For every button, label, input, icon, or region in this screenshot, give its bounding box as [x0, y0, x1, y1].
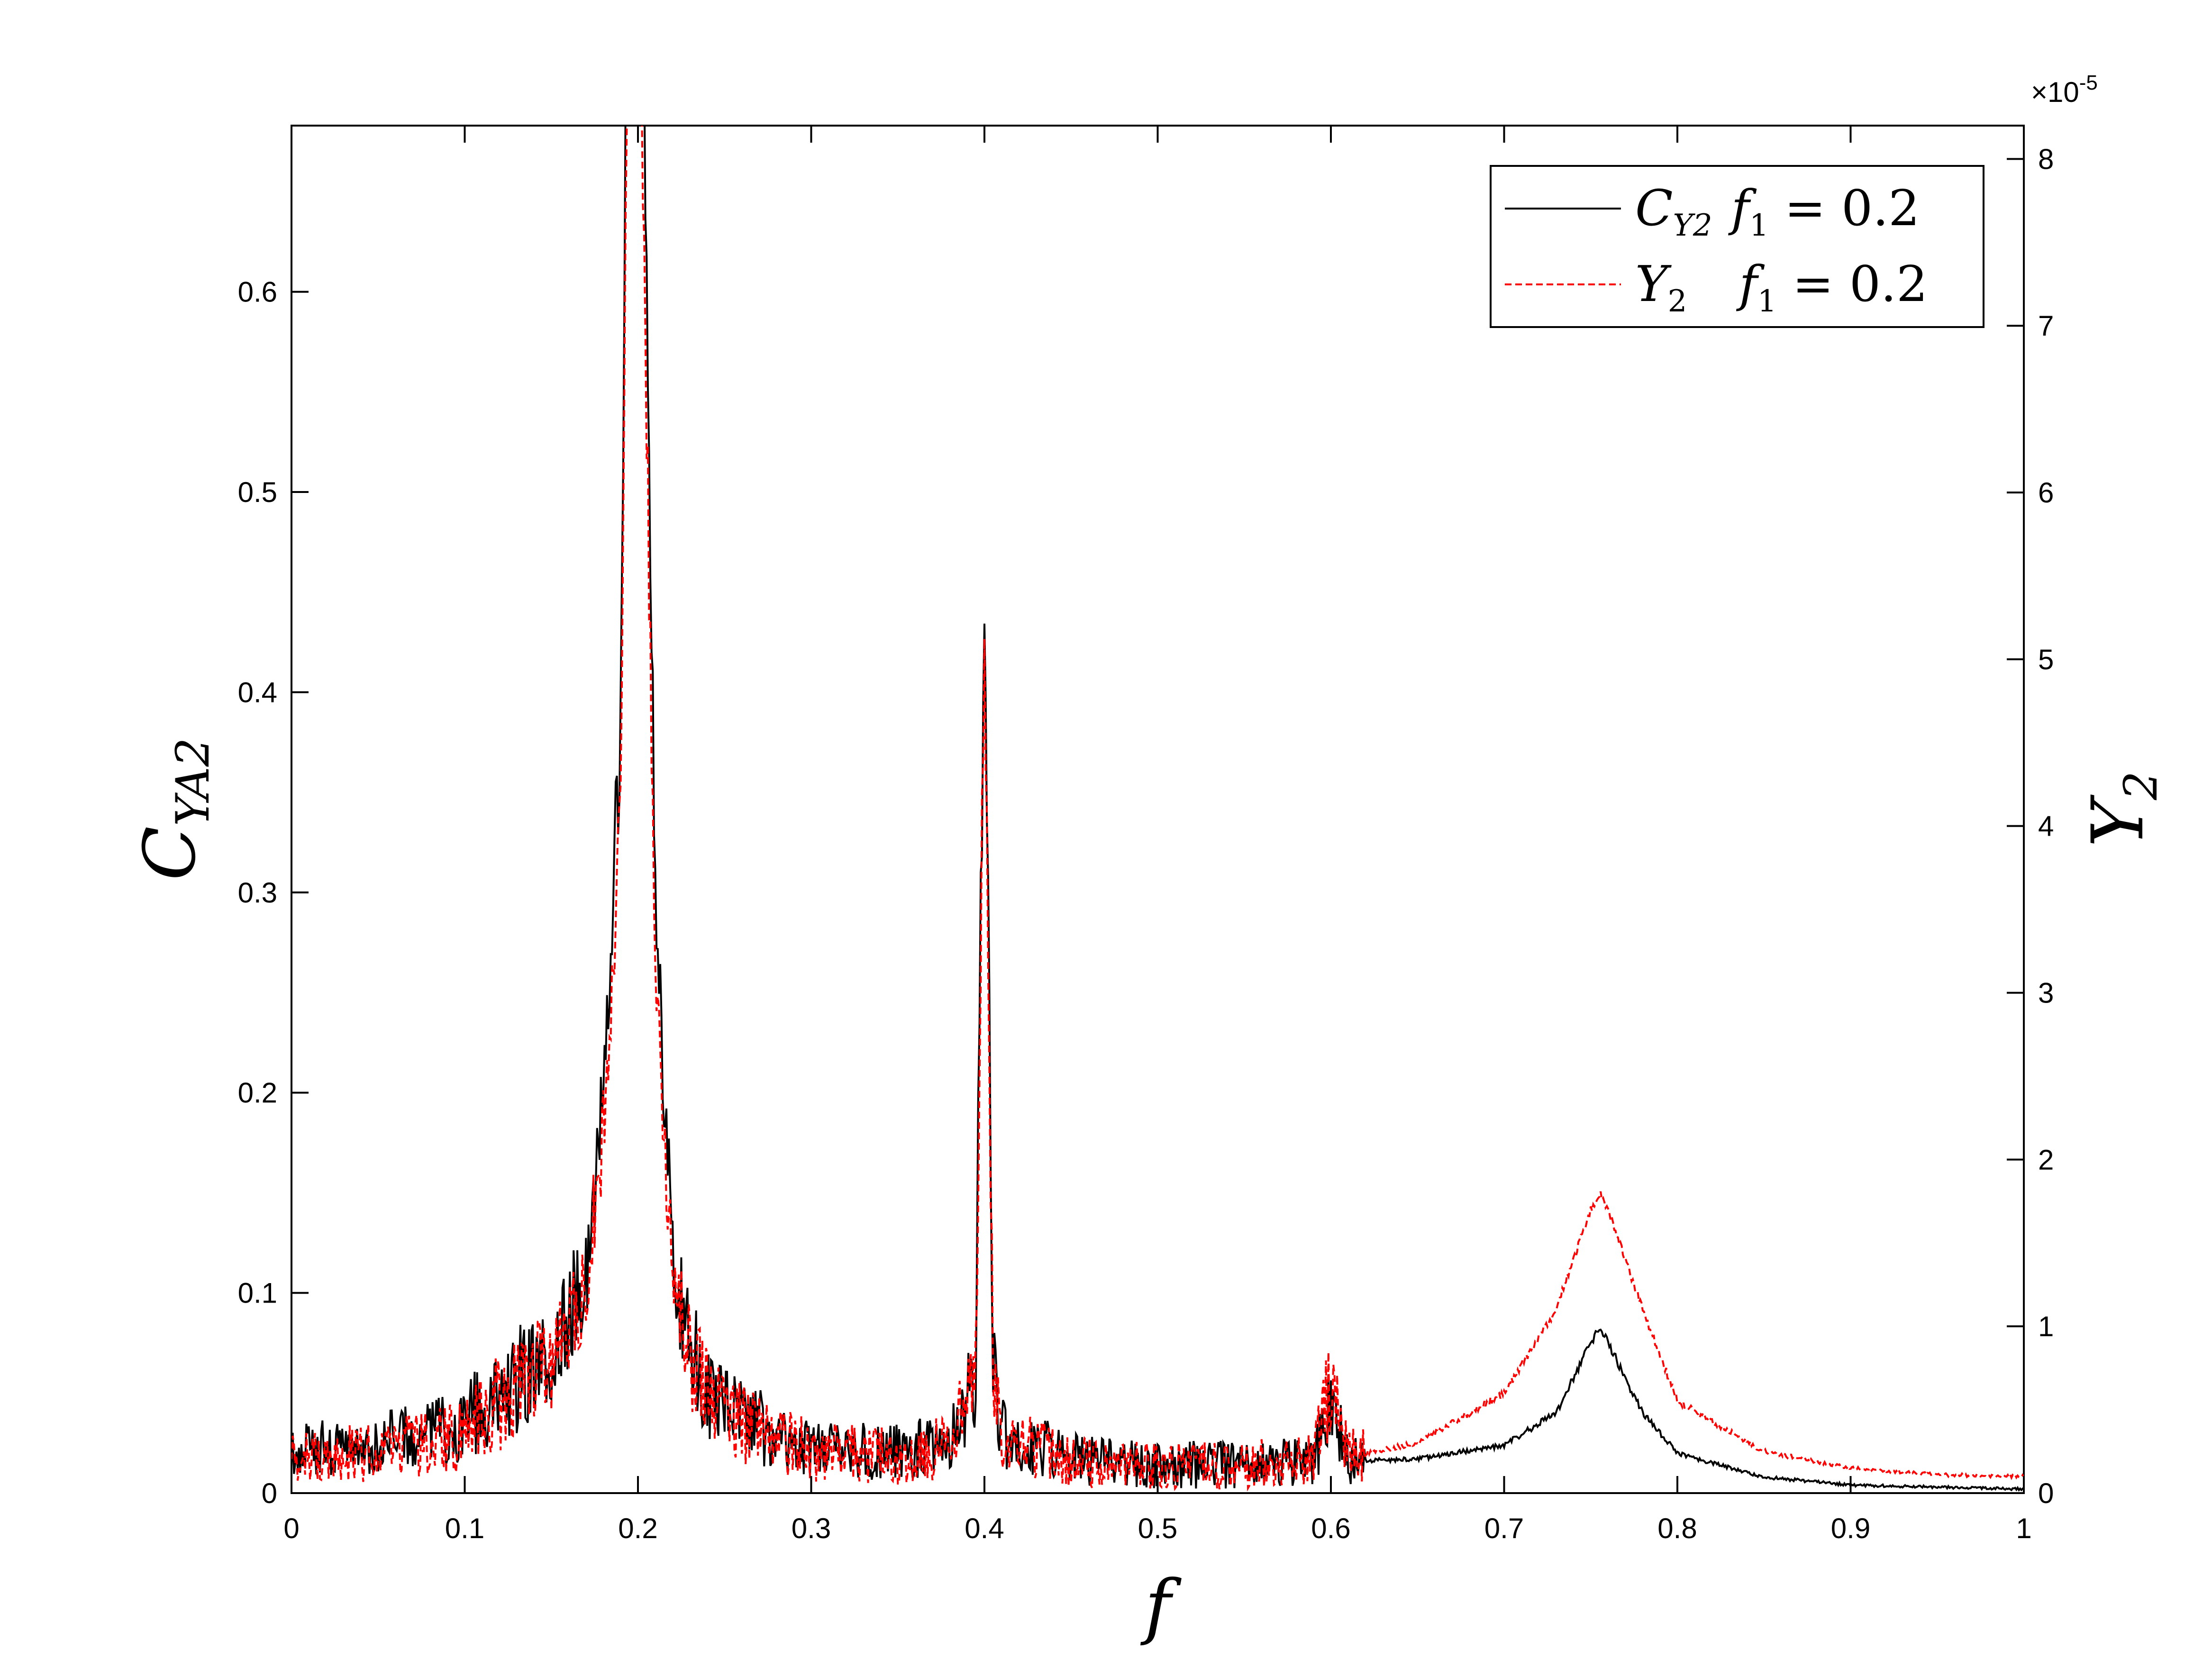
legend-box	[1490, 165, 1984, 328]
left-y-tick-label: 0.3	[238, 877, 277, 909]
right-y-tick-label: 3	[2038, 977, 2054, 1009]
right-y-tick-label: 1	[2038, 1311, 2054, 1342]
left-y-tick-label: 0.1	[238, 1277, 277, 1309]
left-y-tick-label: 0.5	[238, 476, 277, 508]
x-tick-label: 0.7	[1484, 1513, 1524, 1544]
x-tick-label: 0	[283, 1513, 299, 1544]
left-y-title-sub: YA2	[166, 738, 219, 826]
left-y-tick-label: 0.4	[238, 676, 277, 708]
right-y-title-base: Y	[2077, 794, 2159, 847]
x-tick-label: 0.8	[1657, 1513, 1697, 1544]
series-layer	[291, 126, 2024, 1492]
x-tick-label: 0.5	[1138, 1513, 1177, 1544]
left-y-tick-label: 0.6	[238, 276, 277, 308]
x-axis-ticks: 0 0.1 0.2 0.3 0.4 0.5 0.6 0.7 0.8 0.9 1	[283, 126, 2032, 1544]
exponent-power: -5	[2079, 71, 2098, 94]
x-tick-label: 0.3	[792, 1513, 831, 1544]
x-tick-label: 0.4	[965, 1513, 1004, 1544]
x-tick-label: 0.6	[1311, 1513, 1350, 1544]
legend-label-y2: Y2 f1 = 0.2	[1635, 255, 1928, 319]
series-line-y2	[291, 126, 2024, 1492]
left-y-axis-title: CYA2	[129, 738, 219, 880]
right-y-tick-label: 6	[2038, 477, 2054, 509]
left-y-axis-ticks: 0 0.1 0.2 0.3 0.4 0.5 0.6	[238, 276, 309, 1509]
right-y-tick-label: 2	[2038, 1144, 2054, 1176]
plot-area	[291, 125, 2025, 1494]
exponent-base: ×10	[2031, 76, 2079, 108]
right-y-tick-label: 7	[2038, 310, 2054, 342]
right-y-title-sub: 2	[2114, 771, 2167, 801]
x-tick-label: 0.1	[445, 1513, 484, 1544]
x-tick-label: 0.9	[1831, 1513, 1870, 1544]
x-tick-label: 0.2	[618, 1513, 657, 1544]
left-y-title-base: C	[129, 826, 211, 881]
right-y-axis-title: Y2	[2077, 771, 2167, 847]
series-line-c-y2	[291, 126, 2024, 1492]
right-y-tick-label: 4	[2038, 811, 2054, 842]
right-y-tick-label: 8	[2038, 143, 2054, 175]
legend: CY2 f1 = 0.2 Y2 f1 = 0.2	[1490, 165, 1984, 328]
right-axis-exponent: ×10-5	[2031, 71, 2098, 108]
right-y-axis-ticks: 0 1 2 3 4 5 6 7 8	[2007, 143, 2054, 1509]
left-y-tick-label: 0.2	[238, 1077, 277, 1109]
legend-label-c-y2: CY2 f1 = 0.2	[1635, 179, 1920, 243]
x-axis-title: f	[1140, 1565, 1182, 1648]
right-y-tick-label: 0	[2038, 1477, 2054, 1509]
right-y-tick-label: 5	[2038, 644, 2054, 675]
left-y-tick-label: 0	[262, 1477, 277, 1509]
x-tick-label: 1	[2016, 1513, 2031, 1544]
